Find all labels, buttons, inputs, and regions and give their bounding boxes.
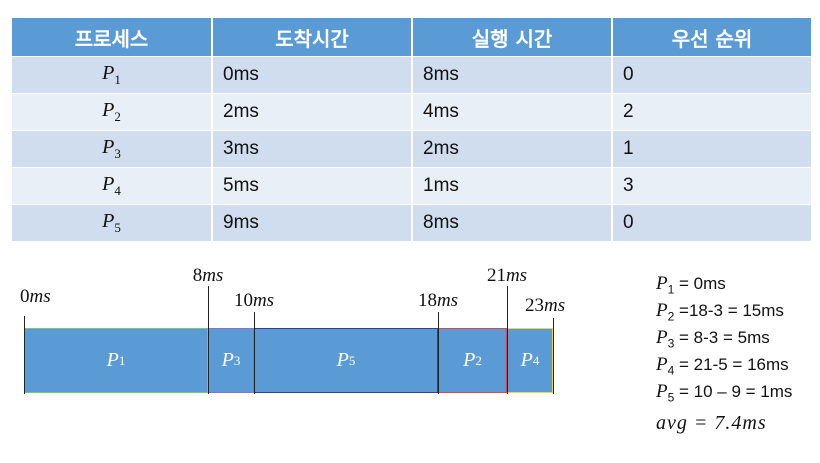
process-table: 프로세스 도착시간 실행 시간 우선 순위 P1 0ms 8ms 0 P2 2m… bbox=[12, 18, 813, 242]
gantt-tick bbox=[553, 318, 554, 394]
burst-cell: 8ms bbox=[412, 56, 613, 94]
priority-cell: 0 bbox=[612, 56, 813, 94]
burst-cell: 8ms bbox=[412, 204, 613, 242]
arrival-cell: 2ms bbox=[212, 93, 413, 131]
table-row: P1 0ms 8ms 0 bbox=[12, 56, 813, 94]
burst-cell: 1ms bbox=[412, 167, 613, 205]
header-burst: 실행 시간 bbox=[412, 18, 613, 57]
table-row: P3 3ms 2ms 1 bbox=[12, 130, 813, 168]
table-row: P4 5ms 1ms 3 bbox=[12, 167, 813, 205]
arrival-cell: 3ms bbox=[212, 130, 413, 168]
gantt-tick-label: 0ms bbox=[20, 286, 51, 307]
arrival-cell: 0ms bbox=[212, 56, 413, 94]
table-row: P5 9ms 8ms 0 bbox=[12, 204, 813, 242]
priority-cell: 2 bbox=[612, 93, 813, 131]
burst-cell: 4ms bbox=[412, 93, 613, 131]
priority-cell: 3 bbox=[612, 167, 813, 205]
gantt-tick-label: 10ms bbox=[233, 290, 275, 311]
priority-cell: 0 bbox=[612, 204, 813, 242]
gantt-tick bbox=[24, 316, 25, 394]
gantt-tick-label: 21ms bbox=[486, 265, 528, 286]
priority-cell: 1 bbox=[612, 130, 813, 168]
waiting-time-line: P3 = 8-3 = 5ms bbox=[656, 327, 770, 351]
gantt-tick-label: 8ms bbox=[192, 265, 224, 286]
process-cell: P1 bbox=[12, 56, 213, 94]
header-process: 프로세스 bbox=[12, 18, 213, 57]
table-header-row: 프로세스 도착시간 실행 시간 우선 순위 bbox=[12, 18, 813, 57]
process-cell: P3 bbox=[12, 130, 213, 168]
gantt-tick bbox=[507, 286, 508, 394]
arrival-cell: 5ms bbox=[212, 167, 413, 205]
waiting-time-line: P2 =18-3 = 15ms bbox=[656, 300, 784, 324]
process-cell: P2 bbox=[12, 93, 213, 131]
waiting-time-line: P5 = 10 – 9 = 1ms bbox=[656, 381, 793, 405]
gantt-tick-label: 18ms bbox=[417, 290, 459, 311]
burst-cell: 2ms bbox=[412, 130, 613, 168]
waiting-time-line: P1 = 0ms bbox=[656, 273, 726, 297]
arrival-cell: 9ms bbox=[212, 204, 413, 242]
gantt-tick bbox=[254, 312, 255, 394]
process-cell: P4 bbox=[12, 167, 213, 205]
gantt-tick-label: 23ms bbox=[525, 295, 566, 316]
gantt-tick bbox=[208, 286, 209, 394]
waiting-time-line: P4 = 21-5 = 16ms bbox=[656, 354, 789, 378]
header-arrival: 도착시간 bbox=[212, 18, 413, 57]
header-priority: 우선 순위 bbox=[612, 18, 813, 57]
gantt-tick bbox=[438, 312, 439, 394]
process-cell: P5 bbox=[12, 204, 213, 242]
average-waiting-time: avg = 7.4ms bbox=[656, 412, 767, 434]
table-row: P2 2ms 4ms 2 bbox=[12, 93, 813, 131]
